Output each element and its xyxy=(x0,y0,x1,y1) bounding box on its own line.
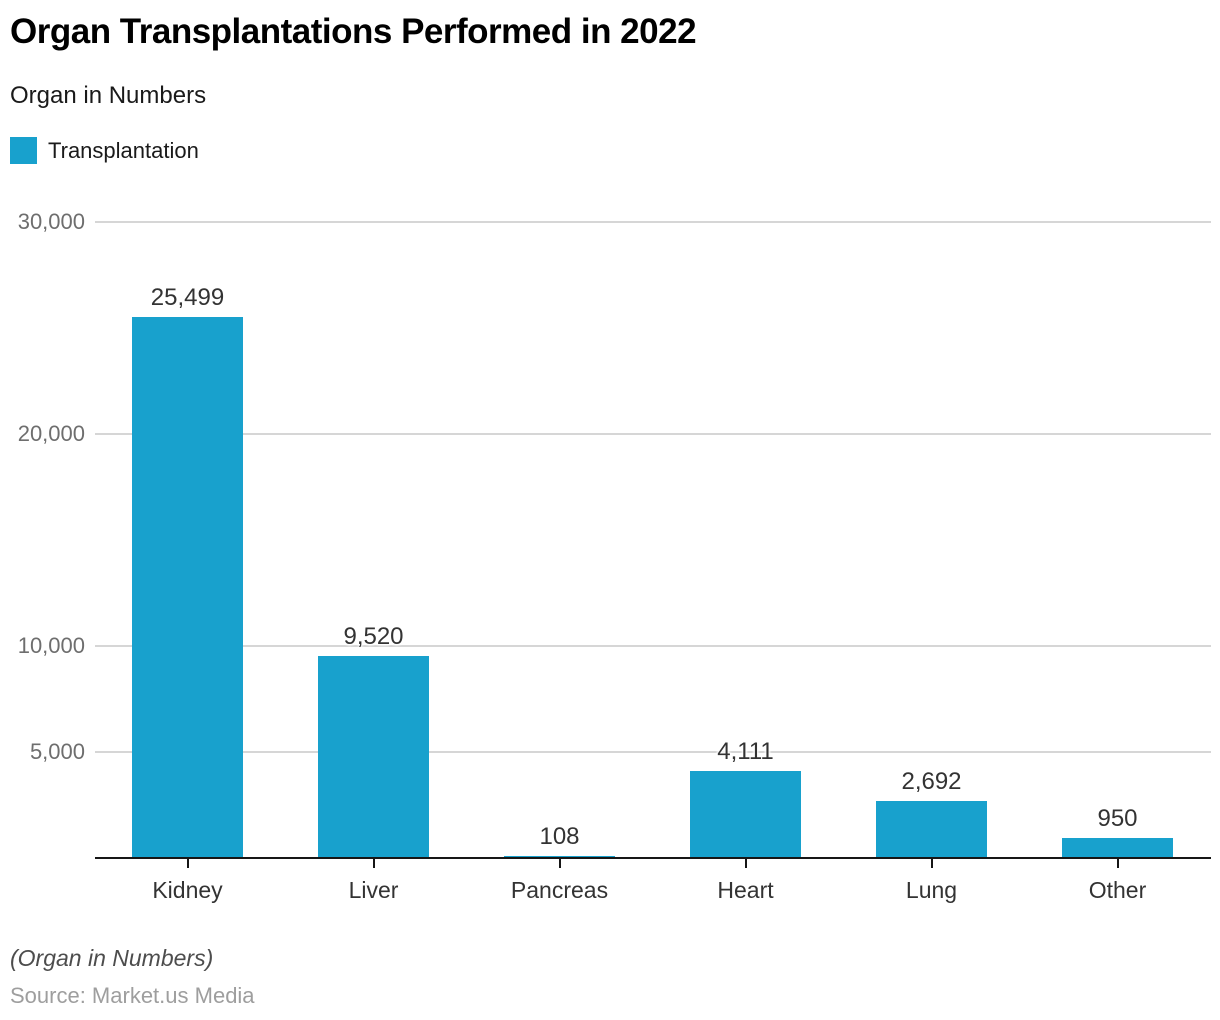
legend-swatch-icon xyxy=(10,137,37,164)
bar-liver xyxy=(318,656,429,858)
x-axis-tick-heart xyxy=(744,859,747,868)
y-axis-label-30-000: 30,000 xyxy=(17,209,85,234)
y-axis-label-5-000: 5,000 xyxy=(29,739,85,764)
value-label-kidney: 25,499 xyxy=(150,284,225,312)
x-axis-tick-other xyxy=(1116,859,1119,868)
gridline-30-000 xyxy=(94,221,1211,223)
footer-source: Source: Market.us Media xyxy=(10,983,255,1008)
x-axis-tick-pancreas xyxy=(558,859,561,868)
gridline-20-000 xyxy=(94,433,1211,435)
gridline-10-000 xyxy=(94,645,1211,647)
legend-label: Transplantation xyxy=(48,137,199,163)
x-axis-tick-lung xyxy=(930,859,933,868)
gridline-5-000 xyxy=(94,751,1211,753)
category-label-liver: Liver xyxy=(348,877,399,903)
bar-kidney xyxy=(132,317,243,858)
bar-lung xyxy=(876,800,987,858)
legend: Transplantation xyxy=(10,137,199,164)
value-label-pancreas: 108 xyxy=(539,822,580,850)
value-label-other: 950 xyxy=(1097,804,1138,832)
x-axis-tick-kidney xyxy=(186,859,189,868)
category-label-pancreas: Pancreas xyxy=(510,877,609,903)
category-label-lung: Lung xyxy=(905,877,958,903)
value-label-heart: 4,111 xyxy=(717,737,774,765)
footer-note: (Organ in Numbers) xyxy=(10,945,214,971)
category-label-heart: Heart xyxy=(717,877,774,903)
x-axis-tick-liver xyxy=(372,859,375,868)
bar-other xyxy=(1062,837,1173,858)
value-label-lung: 2,692 xyxy=(901,767,962,795)
category-label-kidney: Kidney xyxy=(152,877,223,903)
bar-pancreas xyxy=(504,855,615,858)
category-label-other: Other xyxy=(1088,877,1147,903)
x-axis-line xyxy=(94,857,1211,859)
page-title: Organ Transplantations Performed in 2022 xyxy=(10,12,697,51)
bar-heart xyxy=(690,770,801,858)
chart-subtitle: Organ in Numbers xyxy=(10,82,207,109)
y-axis-label-20-000: 20,000 xyxy=(17,421,85,446)
value-label-liver: 9,520 xyxy=(343,623,404,651)
y-axis-label-10-000: 10,000 xyxy=(17,633,85,658)
